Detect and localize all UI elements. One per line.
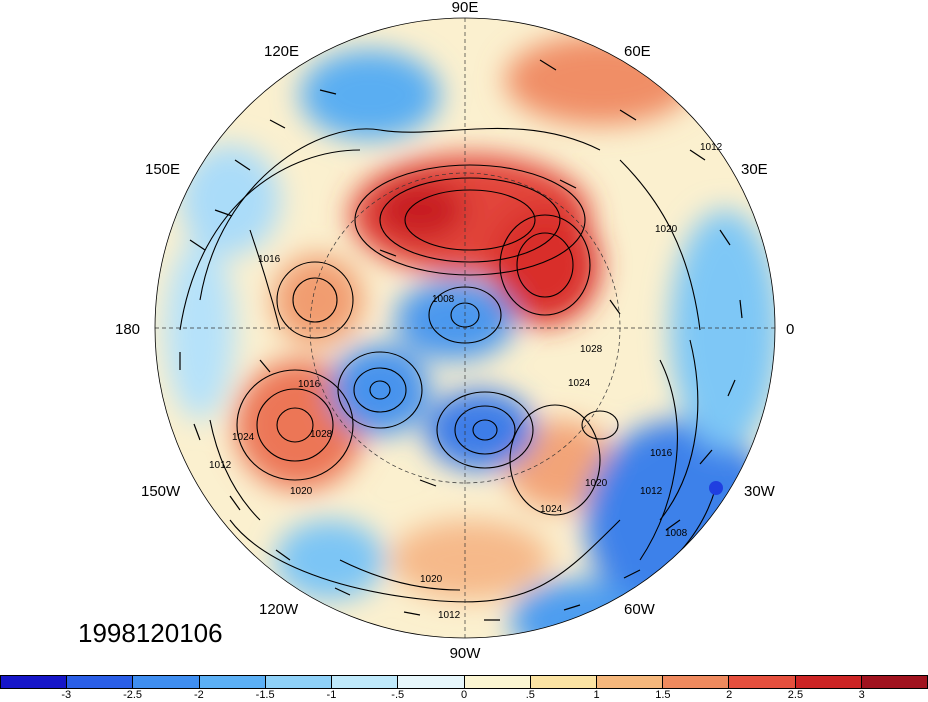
contour-label: 1012 bbox=[209, 460, 232, 471]
lon-label-120e: 120E bbox=[264, 43, 299, 60]
contour-label: 1024 bbox=[232, 432, 255, 443]
colorbar-tick-label: -2.5 bbox=[123, 689, 143, 701]
lon-label-150w: 150W bbox=[141, 483, 181, 500]
lon-label-120w: 120W bbox=[259, 601, 299, 618]
canada-cold bbox=[425, 390, 535, 470]
contour-label: 1028 bbox=[580, 344, 603, 355]
contour-label: 1020 bbox=[585, 478, 608, 489]
contour-label: 1012 bbox=[700, 142, 723, 153]
colorbar-cell bbox=[729, 676, 796, 688]
colorbar-cell bbox=[133, 676, 200, 688]
contour-label: 1020 bbox=[290, 486, 313, 497]
colorbar-cell bbox=[795, 676, 862, 688]
colorbar-tick-label: 1.5 bbox=[655, 689, 671, 701]
colorbar-cell bbox=[398, 676, 465, 688]
colorbar-cell bbox=[663, 676, 730, 688]
colorbar-tick-label: -2 bbox=[193, 689, 204, 701]
contour-label: 1012 bbox=[640, 486, 663, 497]
colorbar-tick-label: 3 bbox=[858, 689, 865, 701]
low-marker bbox=[709, 481, 723, 495]
lon-label-60w: 60W bbox=[624, 601, 656, 618]
colorbar-cell bbox=[1, 676, 68, 688]
colorbar-tick-label: .5 bbox=[525, 689, 535, 701]
colorbar-tick-label: 2 bbox=[726, 689, 733, 701]
lon-label-90w: 90W bbox=[450, 645, 482, 662]
colorbar-tick-label: -.5 bbox=[391, 689, 405, 701]
colorbar-tick-label: -1.5 bbox=[255, 689, 275, 701]
contour-labels: 1012 1016 1020 1024 1028 1008 1012 1016 … bbox=[209, 142, 723, 621]
colorbar-cell bbox=[530, 676, 597, 688]
pressure-contours bbox=[179, 127, 716, 611]
lon-label-90e: 90E bbox=[452, 0, 479, 16]
colorbar-cell bbox=[265, 676, 333, 688]
arctic-cold bbox=[395, 280, 515, 360]
colorbar-cell bbox=[464, 676, 531, 688]
contour-label: 1028 bbox=[310, 429, 333, 440]
contour-label: 1008 bbox=[432, 294, 455, 305]
lon-label-0: 0 bbox=[786, 321, 794, 338]
lon-label-60e: 60E bbox=[624, 43, 651, 60]
graticule bbox=[155, 18, 775, 638]
asia-cold bbox=[300, 50, 440, 140]
contour-label: 1024 bbox=[540, 504, 563, 515]
colorbar-tick-label: 0 bbox=[460, 689, 468, 701]
contour-label: 1016 bbox=[650, 448, 673, 459]
colorbar bbox=[0, 675, 928, 689]
colorbar-tick-label: -1 bbox=[326, 689, 337, 701]
contour-label: 1016 bbox=[298, 379, 321, 390]
wind-barbs bbox=[179, 59, 743, 621]
contour-label: 1012 bbox=[438, 610, 461, 621]
colorbar-tick-label: 1 bbox=[593, 689, 600, 701]
lon-label-180: 180 bbox=[115, 321, 140, 338]
colorbar-tick-label: 2.5 bbox=[787, 689, 804, 701]
colorbar-cell bbox=[199, 676, 266, 688]
contour-label: 1020 bbox=[420, 574, 443, 585]
colorbar-cell bbox=[332, 676, 399, 688]
lon-label-150e: 150E bbox=[145, 161, 180, 178]
colorbar-tick-label: -3 bbox=[61, 689, 72, 701]
contour-label: 1024 bbox=[568, 378, 591, 389]
lon-label-30e: 30E bbox=[741, 161, 768, 178]
colorbar-cell bbox=[861, 676, 928, 688]
colorbar-cell bbox=[596, 676, 664, 688]
lon-label-30w: 30W bbox=[744, 483, 776, 500]
contour-label: 1020 bbox=[655, 224, 678, 235]
map-disk bbox=[155, 18, 775, 638]
date-stamp: 1998120106 bbox=[78, 618, 223, 648]
colorbar-cell bbox=[67, 676, 134, 688]
map-boundary bbox=[154, 17, 776, 639]
longitude-labels: 90E 120E 60E 150E 30E 180 0 150W 30W 120… bbox=[115, 0, 794, 662]
contour-label: 1016 bbox=[258, 254, 281, 265]
contour-label: 1008 bbox=[665, 528, 688, 539]
